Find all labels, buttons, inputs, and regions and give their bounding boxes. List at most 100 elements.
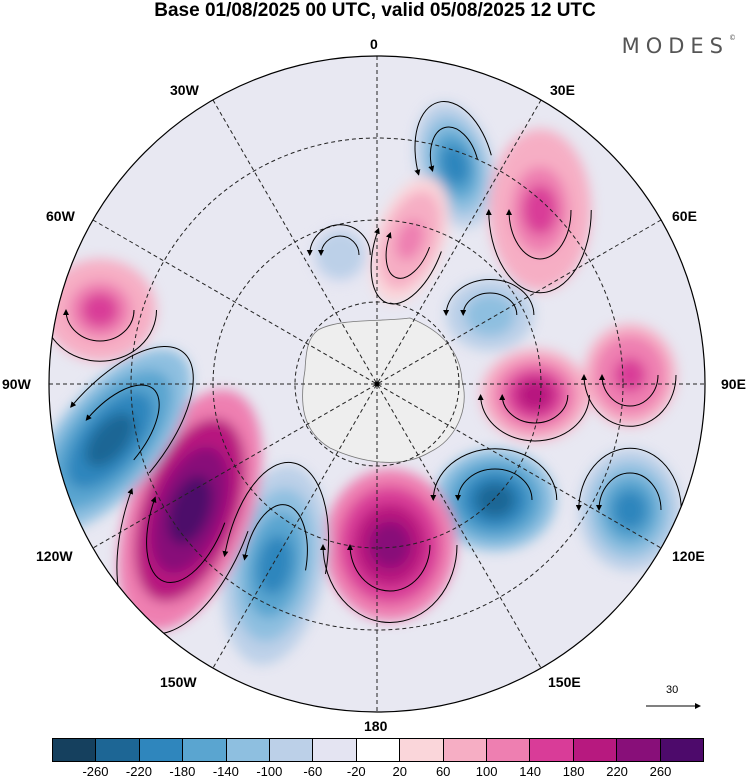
streamline xyxy=(477,394,590,442)
reference-vector: 30 xyxy=(644,682,704,712)
negative-anomaly-contour xyxy=(257,535,293,595)
colorbar-swatch xyxy=(270,739,314,761)
negative-anomaly-contour xyxy=(440,144,470,186)
streamline xyxy=(242,504,308,571)
brand-mark: © xyxy=(729,34,736,42)
positive-anomaly-contour xyxy=(369,521,411,569)
colorbar-swatch xyxy=(356,739,401,761)
colorbar-swatch xyxy=(617,739,661,761)
colorbar-tick-label: 140 xyxy=(519,764,541,779)
meridian-30w-150e xyxy=(212,99,542,669)
colorbar-tick-label: -60 xyxy=(303,764,323,779)
streamline xyxy=(599,374,659,407)
wind-streamlines xyxy=(49,101,682,635)
positive-anomaly-contour xyxy=(81,292,119,328)
lon-label-60e: 60E xyxy=(672,208,697,224)
latitude-circle-2 xyxy=(212,219,542,549)
reference-arrow xyxy=(646,703,701,709)
lon-label-60w: 60W xyxy=(46,208,75,224)
positive-anomaly-contour xyxy=(614,357,646,393)
reference-vector-label: 30 xyxy=(666,684,679,696)
streamline xyxy=(460,292,518,316)
streamline xyxy=(428,126,478,172)
south-pole-marker xyxy=(374,381,380,387)
colorbar-tick-label: -20 xyxy=(346,764,366,779)
lon-label-180: 180 xyxy=(364,718,388,734)
streamline xyxy=(485,209,592,294)
streamline xyxy=(414,101,492,176)
colorbar-tick-label: 260 xyxy=(649,764,672,779)
brand-text: MODES xyxy=(621,34,729,58)
colorbar-swatch xyxy=(183,739,227,761)
colorbar-tick-label: 20 xyxy=(392,764,407,779)
streamline xyxy=(320,544,458,623)
graticule xyxy=(49,56,705,712)
positive-anomaly-contour xyxy=(522,185,558,235)
colorbar-swatch xyxy=(530,739,574,761)
modes-logo: MODES© xyxy=(622,34,736,58)
lon-label-0: 0 xyxy=(370,36,378,52)
streamline xyxy=(70,345,194,474)
streamline xyxy=(575,447,682,511)
positive-anomaly-contour xyxy=(167,475,213,545)
lon-label-90w: 90W xyxy=(2,376,31,392)
map-border xyxy=(48,55,706,713)
colorbar-tick-label: 100 xyxy=(475,764,498,779)
lon-label-120w: 120W xyxy=(36,548,73,564)
negative-anomaly-contour xyxy=(475,482,515,518)
colorbar xyxy=(52,738,704,762)
colorbar-swatch xyxy=(226,739,271,761)
colorbar-tick-label: 180 xyxy=(562,764,585,779)
streamline xyxy=(455,468,533,501)
colorbar-swatch xyxy=(96,739,140,761)
streamline xyxy=(370,227,442,305)
streamline xyxy=(385,231,431,279)
streamline xyxy=(222,461,330,574)
colorbar-tick-label: -220 xyxy=(125,764,152,779)
meridian-30e-150w xyxy=(212,99,542,669)
antarctica-landmass xyxy=(302,317,465,463)
meridian-60e-120w xyxy=(92,219,662,549)
anomaly-blobs xyxy=(49,102,681,665)
streamline xyxy=(443,279,535,316)
lon-label-120e: 120E xyxy=(672,548,705,564)
streamline xyxy=(581,374,677,427)
lon-label-150w: 150W xyxy=(160,674,197,690)
meridian-60w-120e xyxy=(92,219,662,549)
lon-label-30w: 30W xyxy=(170,82,199,98)
negative-anomaly-contour xyxy=(327,242,353,268)
colorbar-swatch xyxy=(53,739,97,761)
lon-label-90e: 90E xyxy=(721,376,746,392)
colorbar-swatch xyxy=(573,739,618,761)
streamline xyxy=(306,224,371,256)
positive-anomaly-contour xyxy=(395,219,425,261)
latitude-circle-1 xyxy=(294,301,460,467)
colorbar-tick-label: 220 xyxy=(606,764,628,779)
lon-label-30e: 30E xyxy=(550,82,575,98)
colorbar-tick-label: -180 xyxy=(169,764,196,779)
positive-anomaly-contour xyxy=(517,379,553,411)
colorbar-swatch xyxy=(443,739,488,761)
negative-anomaly-contour xyxy=(474,301,506,329)
colorbar-swatch xyxy=(660,739,704,761)
colorbar-ticks: -260 -220 -180 -140 -100 -60 -20 20 60 100 140 180 2… xyxy=(0,764,750,782)
streamline xyxy=(347,544,431,592)
streamline xyxy=(596,472,662,511)
streamline xyxy=(506,209,572,260)
streamline xyxy=(430,448,558,501)
streamline xyxy=(499,394,569,424)
colorbar-swatch xyxy=(487,739,531,761)
colorbar-tick-label: -140 xyxy=(212,764,239,779)
colorbar-tick-label: 60 xyxy=(435,764,451,779)
map-disk xyxy=(49,56,705,712)
colorbar-tick-label: -100 xyxy=(256,764,283,779)
lon-label-150e: 150E xyxy=(548,674,581,690)
negative-anomaly-contour xyxy=(612,490,648,530)
streamline xyxy=(146,496,226,583)
chart-title: Base 01/08/2025 00 UTC, valid 05/08/2025… xyxy=(154,0,596,21)
colorbar-swatch xyxy=(400,739,444,761)
negative-anomaly-contour xyxy=(85,412,135,468)
latitude-circle-3 xyxy=(130,137,624,631)
colorbar-tick-label: -260 xyxy=(82,764,109,779)
colorbar-swatch xyxy=(313,739,357,761)
